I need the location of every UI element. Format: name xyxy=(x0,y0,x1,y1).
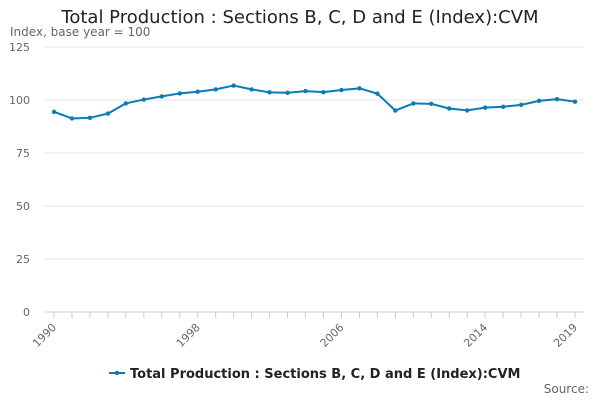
x-tick-label: 2019 xyxy=(551,321,580,350)
data-point[interactable] xyxy=(321,89,326,95)
series-line-group xyxy=(51,83,578,121)
data-point[interactable] xyxy=(536,98,542,104)
data-point[interactable] xyxy=(393,108,398,113)
legend-marker xyxy=(114,370,120,376)
data-point[interactable] xyxy=(195,89,200,94)
data-point[interactable] xyxy=(411,101,416,106)
data-point[interactable] xyxy=(285,90,290,95)
gridlines xyxy=(45,46,584,260)
x-tick-label: 1998 xyxy=(174,321,203,350)
data-point[interactable] xyxy=(303,88,308,94)
data-point[interactable] xyxy=(105,111,111,116)
data-point[interactable] xyxy=(141,97,147,102)
legend[interactable]: Total Production : Sections B, C, D and … xyxy=(109,367,520,382)
data-point[interactable] xyxy=(213,87,218,92)
data-point[interactable] xyxy=(69,116,75,121)
data-point[interactable] xyxy=(159,94,164,99)
x-tick-label: 1990 xyxy=(30,321,59,350)
y-tick-label: 50 xyxy=(16,200,30,213)
data-point[interactable] xyxy=(500,104,506,109)
data-point[interactable] xyxy=(231,83,236,88)
y-tick-label: 75 xyxy=(16,147,30,160)
data-point[interactable] xyxy=(339,87,344,93)
y-axis-label: Index, base year = 100 xyxy=(10,25,151,39)
data-point[interactable] xyxy=(51,109,57,115)
y-tick-label: 100 xyxy=(9,94,30,107)
data-point[interactable] xyxy=(357,86,362,91)
y-tick-label: 25 xyxy=(16,253,30,266)
data-point[interactable] xyxy=(518,102,524,108)
series-line-0 xyxy=(53,84,576,120)
data-point[interactable] xyxy=(267,90,272,95)
legend-label[interactable]: Total Production : Sections B, C, D and … xyxy=(130,367,520,382)
data-point[interactable] xyxy=(87,115,93,121)
data-point[interactable] xyxy=(554,96,560,102)
data-point[interactable] xyxy=(177,91,182,96)
data-point[interactable] xyxy=(482,105,488,110)
y-tick-label: 125 xyxy=(9,41,30,54)
data-point[interactable] xyxy=(123,101,129,106)
source-label: Source: xyxy=(543,382,589,396)
data-point[interactable] xyxy=(465,108,470,113)
axes: 0 25 50 75 100 125 1990 1998 2006 2014 2019 xyxy=(9,41,584,350)
y-tick-label: 0 xyxy=(23,306,30,319)
x-tick-label: 2014 xyxy=(461,321,490,350)
data-point[interactable] xyxy=(572,99,578,104)
x-tick-label: 2006 xyxy=(318,321,347,350)
data-point[interactable] xyxy=(429,101,434,107)
chart-title: Total Production : Sections B, C, D and … xyxy=(61,7,539,28)
data-point[interactable] xyxy=(249,87,254,92)
data-point[interactable] xyxy=(375,91,380,96)
data-point[interactable] xyxy=(447,106,452,111)
